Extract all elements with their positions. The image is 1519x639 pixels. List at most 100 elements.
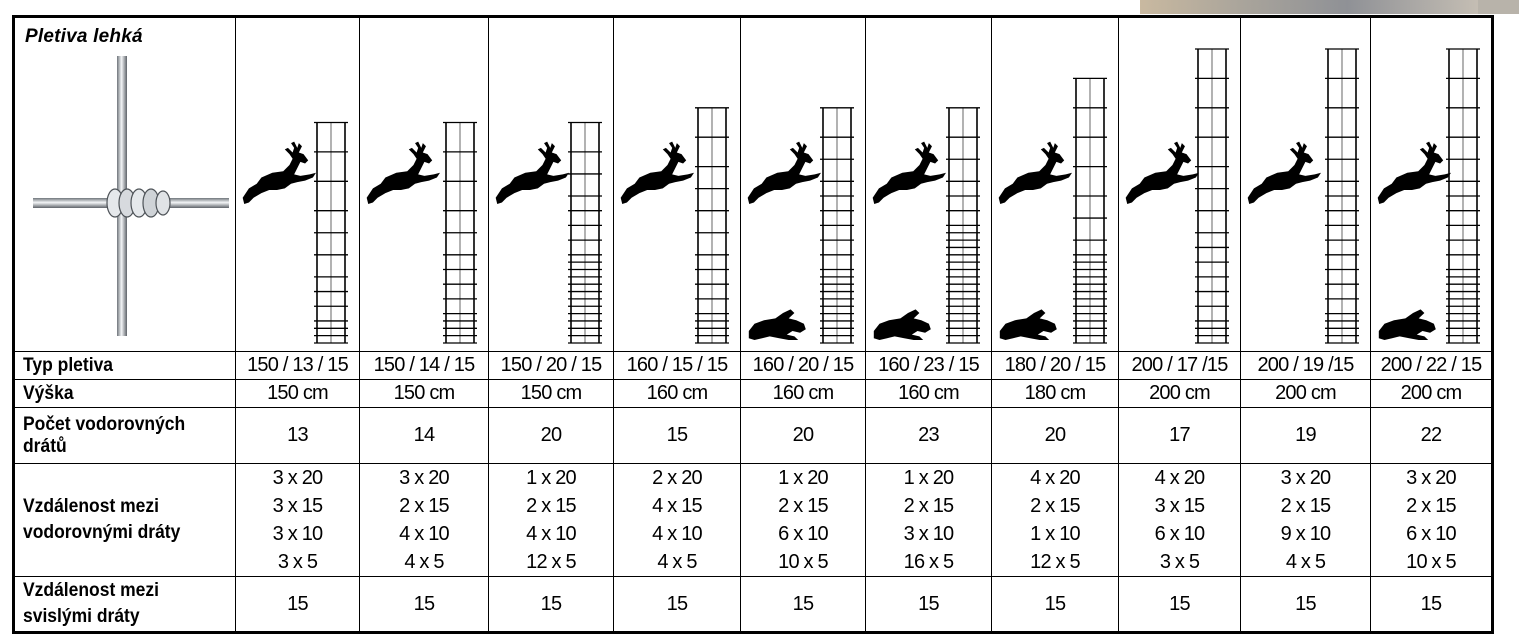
height-cell: 150 cm (235, 379, 360, 408)
vertical-cell: 15 (991, 576, 1119, 633)
height-cell: 160 cm (740, 379, 866, 408)
type-cell: 150 / 14 / 15 (359, 351, 489, 380)
diagram-cell-8 (1118, 16, 1241, 352)
count-cell: 22 (1370, 407, 1493, 464)
rabbit-silhouette-icon (1378, 309, 1436, 340)
fence-diagram (360, 18, 488, 351)
vertical-spacing-row: Vzdálenost mezi svislými dráty 15 15 15 … (13, 576, 1493, 633)
fence-diagram (866, 18, 991, 351)
fence-mesh-svg (747, 107, 854, 344)
count-row: Počet vodorovných drátů 13 14 20 15 20 2… (13, 407, 1493, 464)
vertical-cell: 15 (1240, 576, 1371, 633)
vertical-cell: 15 (488, 576, 614, 633)
deer-silhouette-icon (1377, 141, 1451, 204)
height-cell: 200 cm (1240, 379, 1371, 408)
row-label-height: Výška (13, 379, 236, 408)
count-cell: 17 (1118, 407, 1241, 464)
rabbit-silhouette-icon (999, 309, 1057, 340)
background-photo-strip (1140, 0, 1485, 14)
background-photo-strip-right (1478, 0, 1519, 14)
type-cell: 160 / 15 / 15 (613, 351, 741, 380)
diagram-cell-2 (359, 16, 489, 352)
type-cell: 160 / 20 / 15 (740, 351, 866, 380)
page-title: Pletiva lehká (25, 26, 143, 47)
height-cell: 150 cm (359, 379, 489, 408)
fence-diagram (614, 18, 740, 351)
fence-diagram (1371, 18, 1491, 351)
deer-silhouette-icon (242, 141, 316, 204)
count-cell: 19 (1240, 407, 1371, 464)
height-cell: 200 cm (1118, 379, 1241, 408)
spacing-cell: 1 x 20 2 x 15 6 x 10 10 x 5 (740, 463, 866, 577)
type-cell: 180 / 20 / 15 (991, 351, 1119, 380)
diagram-cell-3 (488, 16, 614, 352)
row-label-type: Typ pletiva (13, 351, 236, 380)
diagram-cell-9 (1240, 16, 1371, 352)
type-cell: 150 / 20 / 15 (488, 351, 614, 380)
vertical-cell: 15 (235, 576, 360, 633)
barbed-wire-knot-icon (33, 56, 229, 336)
fence-diagram (1241, 18, 1370, 351)
spacing-cell: 3 x 20 3 x 15 3 x 10 3 x 5 (235, 463, 360, 577)
fence-diagram (1119, 18, 1240, 351)
deer-silhouette-icon (872, 141, 946, 204)
height-row: Výška 150 cm 150 cm 150 cm 160 cm 160 cm… (13, 379, 1493, 408)
spacing-cell: 2 x 20 4 x 15 4 x 10 4 x 5 (613, 463, 741, 577)
diagram-cell-1 (235, 16, 360, 352)
fence-mesh-svg (1377, 48, 1480, 344)
spacing-cell: 3 x 20 2 x 15 9 x 10 4 x 5 (1240, 463, 1371, 577)
deer-silhouette-icon (495, 141, 569, 204)
fence-diagram (992, 18, 1118, 351)
fence-mesh-svg (495, 121, 602, 344)
type-cell: 150 / 13 / 15 (235, 351, 360, 380)
height-cell: 160 cm (613, 379, 741, 408)
rabbit-silhouette-icon (873, 309, 931, 340)
rabbit-silhouette-icon (748, 309, 806, 340)
height-cell: 180 cm (991, 379, 1119, 408)
count-cell: 20 (740, 407, 866, 464)
row-label-h-spacing: Vzdálenost mezi vodorovnými dráty (13, 463, 236, 577)
diagram-cell-10 (1370, 16, 1493, 352)
count-cell: 15 (613, 407, 741, 464)
fence-mesh-svg (366, 121, 477, 344)
height-cell: 160 cm (865, 379, 992, 408)
fence-mesh-svg (1125, 48, 1229, 344)
count-cell: 14 (359, 407, 489, 464)
spacing-cell: 1 x 20 2 x 15 3 x 10 16 x 5 (865, 463, 992, 577)
vertical-cell: 15 (359, 576, 489, 633)
vertical-cell: 15 (613, 576, 741, 633)
count-cell: 13 (235, 407, 360, 464)
vertical-cell: 15 (1370, 576, 1493, 633)
spacing-cell: 1 x 20 2 x 15 4 x 10 12 x 5 (488, 463, 614, 577)
vertical-cell: 15 (1118, 576, 1241, 633)
count-cell: 20 (488, 407, 614, 464)
count-cell: 23 (865, 407, 992, 464)
diagram-cell-4 (613, 16, 741, 352)
fence-diagram (741, 18, 865, 351)
deer-silhouette-icon (747, 141, 821, 204)
deer-silhouette-icon (1125, 141, 1199, 204)
deer-silhouette-icon (998, 141, 1072, 204)
deer-silhouette-icon (620, 141, 694, 204)
count-cell: 20 (991, 407, 1119, 464)
diagram-cell-6 (865, 16, 992, 352)
type-cell: 160 / 23 / 15 (865, 351, 992, 380)
spacing-cell: 3 x 20 2 x 15 4 x 10 4 x 5 (359, 463, 489, 577)
deer-silhouette-icon (366, 141, 440, 204)
spacing-cell: 4 x 20 3 x 15 6 x 10 3 x 5 (1118, 463, 1241, 577)
type-row: Typ pletiva 150 / 13 / 15 150 / 14 / 15 … (13, 351, 1493, 380)
deer-silhouette-icon (1247, 141, 1321, 204)
height-cell: 200 cm (1370, 379, 1493, 408)
spacing-cell: 3 x 20 2 x 15 6 x 10 10 x 5 (1370, 463, 1493, 577)
type-cell: 200 / 19 /15 (1240, 351, 1371, 380)
vertical-cell: 15 (740, 576, 866, 633)
fence-mesh-svg (620, 107, 729, 344)
fence-mesh-svg (998, 77, 1107, 344)
spacing-row: Vzdálenost mezi vodorovnými dráty 3 x 20… (13, 463, 1493, 577)
fence-diagram (489, 18, 613, 351)
fence-diagram (236, 18, 359, 351)
illustration-row: Pletiva lehká (13, 16, 1493, 352)
row-label-count: Počet vodorovných drátů (13, 407, 236, 464)
fence-spec-table: Pletiva lehká (12, 15, 1494, 634)
diagram-cell-5 (740, 16, 866, 352)
